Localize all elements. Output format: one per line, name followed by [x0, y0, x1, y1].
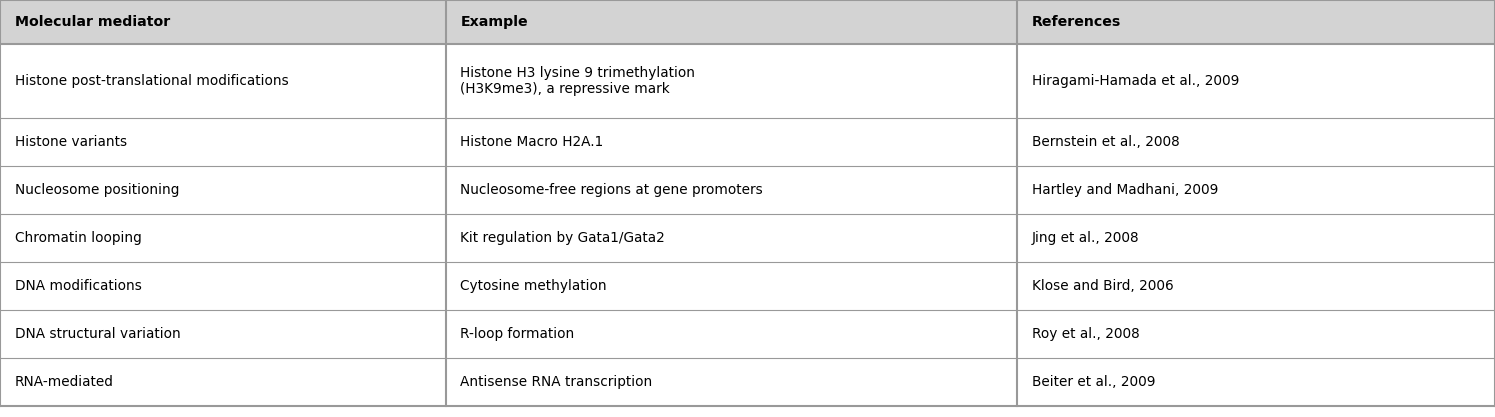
Text: Histone variants: Histone variants	[15, 135, 127, 149]
Text: RNA-mediated: RNA-mediated	[15, 375, 114, 389]
Text: Histone post-translational modifications: Histone post-translational modifications	[15, 74, 289, 88]
Text: DNA structural variation: DNA structural variation	[15, 327, 181, 341]
Text: Antisense RNA transcription: Antisense RNA transcription	[460, 375, 653, 389]
Text: Histone Macro H2A.1: Histone Macro H2A.1	[460, 135, 604, 149]
Text: Molecular mediator: Molecular mediator	[15, 15, 170, 29]
Bar	[0, 358, 1495, 406]
Text: Bernstein et al., 2008: Bernstein et al., 2008	[1032, 135, 1180, 149]
Text: Kit regulation by Gata1/Gata2: Kit regulation by Gata1/Gata2	[460, 231, 665, 245]
Text: Jing et al., 2008: Jing et al., 2008	[1032, 231, 1139, 245]
Bar	[0, 166, 1495, 214]
Text: Beiter et al., 2009: Beiter et al., 2009	[1032, 375, 1156, 389]
Bar	[0, 214, 1495, 262]
Text: Cytosine methylation: Cytosine methylation	[460, 279, 607, 293]
Text: Nucleosome-free regions at gene promoters: Nucleosome-free regions at gene promoter…	[460, 183, 764, 197]
Text: Roy et al., 2008: Roy et al., 2008	[1032, 327, 1139, 341]
Bar	[0, 44, 1495, 118]
Text: DNA modifications: DNA modifications	[15, 279, 142, 293]
Bar	[0, 262, 1495, 310]
Text: Klose and Bird, 2006: Klose and Bird, 2006	[1032, 279, 1174, 293]
Bar	[0, 0, 1495, 44]
Text: Example: Example	[460, 15, 528, 29]
Text: R-loop formation: R-loop formation	[460, 327, 574, 341]
Text: Hartley and Madhani, 2009: Hartley and Madhani, 2009	[1032, 183, 1218, 197]
Text: Hiragami-Hamada et al., 2009: Hiragami-Hamada et al., 2009	[1032, 74, 1239, 88]
Text: Nucleosome positioning: Nucleosome positioning	[15, 183, 179, 197]
Bar	[0, 118, 1495, 166]
Text: Chromatin looping: Chromatin looping	[15, 231, 142, 245]
Bar	[0, 310, 1495, 358]
Text: References: References	[1032, 15, 1121, 29]
Text: Histone H3 lysine 9 trimethylation
(H3K9me3), a repressive mark: Histone H3 lysine 9 trimethylation (H3K9…	[460, 66, 695, 96]
